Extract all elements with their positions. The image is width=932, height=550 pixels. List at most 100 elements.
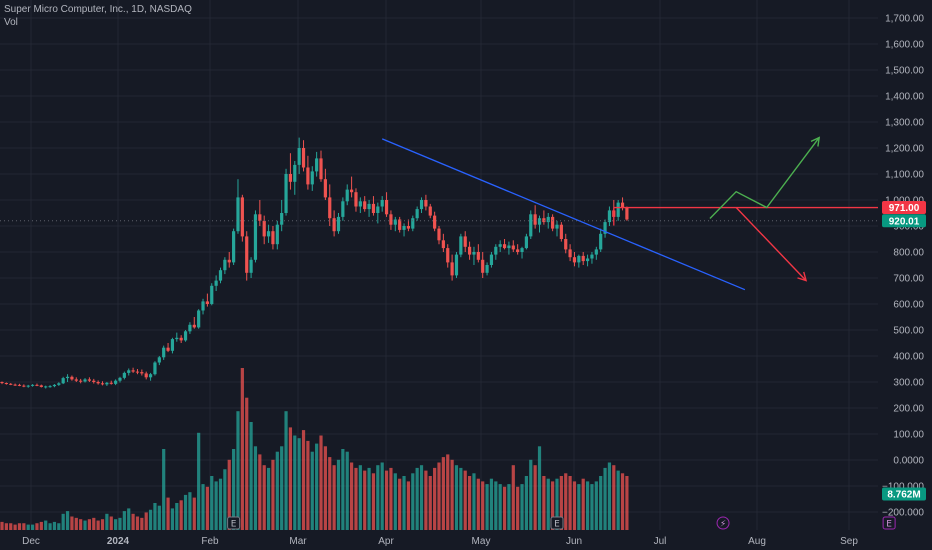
volume-bar — [529, 459, 533, 530]
bearish-arrow[interactable] — [735, 207, 807, 282]
candle-body — [319, 158, 323, 180]
volume-bar — [585, 481, 590, 530]
price-tick-label: 1,200.00 — [885, 144, 924, 155]
current-price-tag-bg — [882, 214, 926, 228]
chart-drawings[interactable] — [0, 136, 878, 291]
volume-bar — [380, 462, 384, 530]
volume-bar — [336, 459, 341, 530]
candle-body — [35, 384, 39, 386]
candle-body — [625, 207, 629, 220]
candle-body — [350, 189, 354, 193]
volume-bar — [140, 517, 144, 530]
candle-body — [454, 254, 459, 276]
candle-body — [162, 347, 166, 358]
earnings-event-marker[interactable]: E — [227, 516, 241, 530]
current-price-tag: 920.01 — [882, 214, 926, 228]
volume-bar — [201, 484, 205, 530]
time-tick-label: 2024 — [107, 536, 130, 547]
volume-bar — [297, 438, 301, 530]
candle-body — [240, 197, 244, 237]
candle-body — [546, 216, 550, 223]
candle-body — [315, 158, 319, 172]
volume-bar — [214, 481, 218, 530]
candle-body — [253, 214, 258, 260]
symbol-title[interactable]: Super Micro Computer, Inc., 1D, NASDAQ — [4, 4, 192, 15]
candle-body — [100, 383, 105, 385]
candle-body — [188, 324, 192, 332]
volume-bar — [284, 411, 288, 530]
volume-tag-bg — [882, 487, 926, 501]
candle-body — [520, 248, 524, 252]
candle-body — [175, 337, 179, 340]
volume-bar — [363, 470, 367, 530]
volume-bar — [559, 476, 563, 530]
volume-bar — [223, 469, 227, 530]
volume-bar — [197, 432, 201, 530]
volume-bar — [472, 473, 476, 530]
candle-body — [467, 246, 472, 255]
level-price-tag: 971.00 — [882, 201, 926, 215]
volume-bar — [524, 476, 528, 530]
candle-body — [564, 239, 568, 250]
candlesticks — [0, 137, 629, 389]
candle-body — [266, 231, 271, 237]
volume-bar — [275, 451, 279, 530]
volume-indicator-label[interactable]: Vol — [4, 17, 18, 28]
volume-bar — [153, 503, 157, 530]
candle-body — [22, 385, 26, 387]
event-markers[interactable]: E E ⚡ E — [227, 516, 896, 530]
candle-body — [494, 246, 498, 255]
candle-body — [249, 259, 253, 273]
volume-bar — [393, 473, 397, 530]
volume-bar — [301, 430, 306, 530]
candle-body — [201, 301, 205, 311]
candle-body — [358, 201, 362, 207]
bullish-arrow[interactable] — [709, 137, 820, 219]
candle-body — [542, 218, 546, 223]
candle-body — [192, 324, 196, 328]
volume-bar — [398, 478, 402, 530]
candle-body — [79, 380, 83, 382]
candle-body — [4, 383, 8, 385]
volume-bar — [323, 446, 327, 530]
earnings-event-marker[interactable]: E — [550, 516, 564, 530]
candle-body — [205, 301, 209, 304]
earnings-event-marker[interactable]: E — [882, 516, 896, 530]
volume-bar — [315, 443, 319, 530]
candle-body — [52, 384, 57, 387]
candle-body — [415, 209, 419, 219]
candle-body — [533, 214, 537, 225]
price-tick-label: 600.00 — [893, 300, 924, 311]
candle-body — [293, 164, 297, 182]
volume-bar — [476, 478, 480, 530]
candle-body — [232, 231, 236, 263]
volume-bar — [170, 508, 175, 530]
volume-bar — [516, 486, 520, 530]
volume-bar — [57, 523, 61, 530]
candle-body — [363, 201, 367, 210]
candle-body — [476, 252, 480, 260]
candle-body — [310, 171, 314, 185]
volume-bar — [502, 486, 507, 530]
split-event-marker[interactable]: ⚡ — [716, 516, 730, 530]
candle-body — [568, 249, 572, 258]
time-tick-label: Mar — [289, 536, 307, 547]
volume-bars — [0, 368, 629, 530]
price-tick-label: 400.00 — [893, 352, 924, 363]
candle-body — [280, 213, 284, 225]
candle-body — [376, 206, 380, 213]
volume-bar — [485, 484, 489, 530]
volume-bar — [616, 470, 620, 530]
candle-body — [328, 197, 332, 219]
price-axis[interactable]: 1,700.00 1,600.00 1,500.00 1,400.00 1,300.00… — [882, 14, 924, 519]
candle-body — [577, 255, 581, 263]
event-marker-label: E — [886, 520, 892, 530]
volume-bar — [402, 476, 406, 530]
volume-bar — [26, 524, 30, 530]
time-axis[interactable]: Dec 2024 Feb Mar Apr May Jun Jul Aug Sep — [22, 536, 858, 547]
candle-body — [13, 384, 17, 386]
trend-line[interactable] — [381, 138, 746, 291]
event-marker-label: ⚡ — [720, 520, 726, 530]
candle-body — [83, 379, 87, 382]
